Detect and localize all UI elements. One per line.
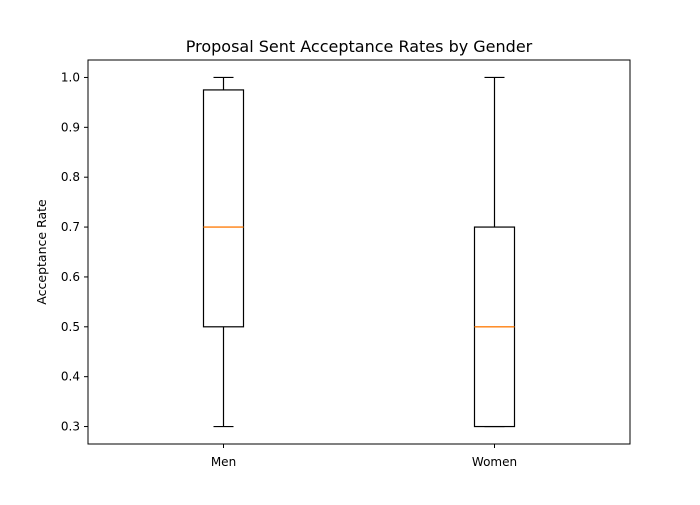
chart-title: Proposal Sent Acceptance Rates by Gender [186,37,533,56]
x-tick-label: Men [211,455,236,469]
y-tick-label: 0.3 [61,420,80,434]
y-tick-label: 0.8 [61,170,80,184]
plot-area-frame [87,59,631,445]
x-tick-label: Women [472,455,517,469]
y-tick-label: 0.9 [61,120,80,134]
x-axis: Men Women [211,444,517,469]
iqr-box [202,89,245,328]
y-tick-label: 0.5 [61,320,80,334]
y-tick-label: 0.7 [61,220,80,234]
boxes-group [202,76,516,428]
y-axis: 0.3 0.4 0.5 0.6 0.7 0.8 0.9 1.0 [61,70,88,434]
y-tick-label: 0.4 [61,370,80,384]
y-axis-label: Acceptance Rate [34,199,49,305]
y-tick-label: 0.6 [61,270,80,284]
box-men [202,76,245,428]
box-women [473,76,516,428]
y-tick-label: 1.0 [61,70,80,84]
